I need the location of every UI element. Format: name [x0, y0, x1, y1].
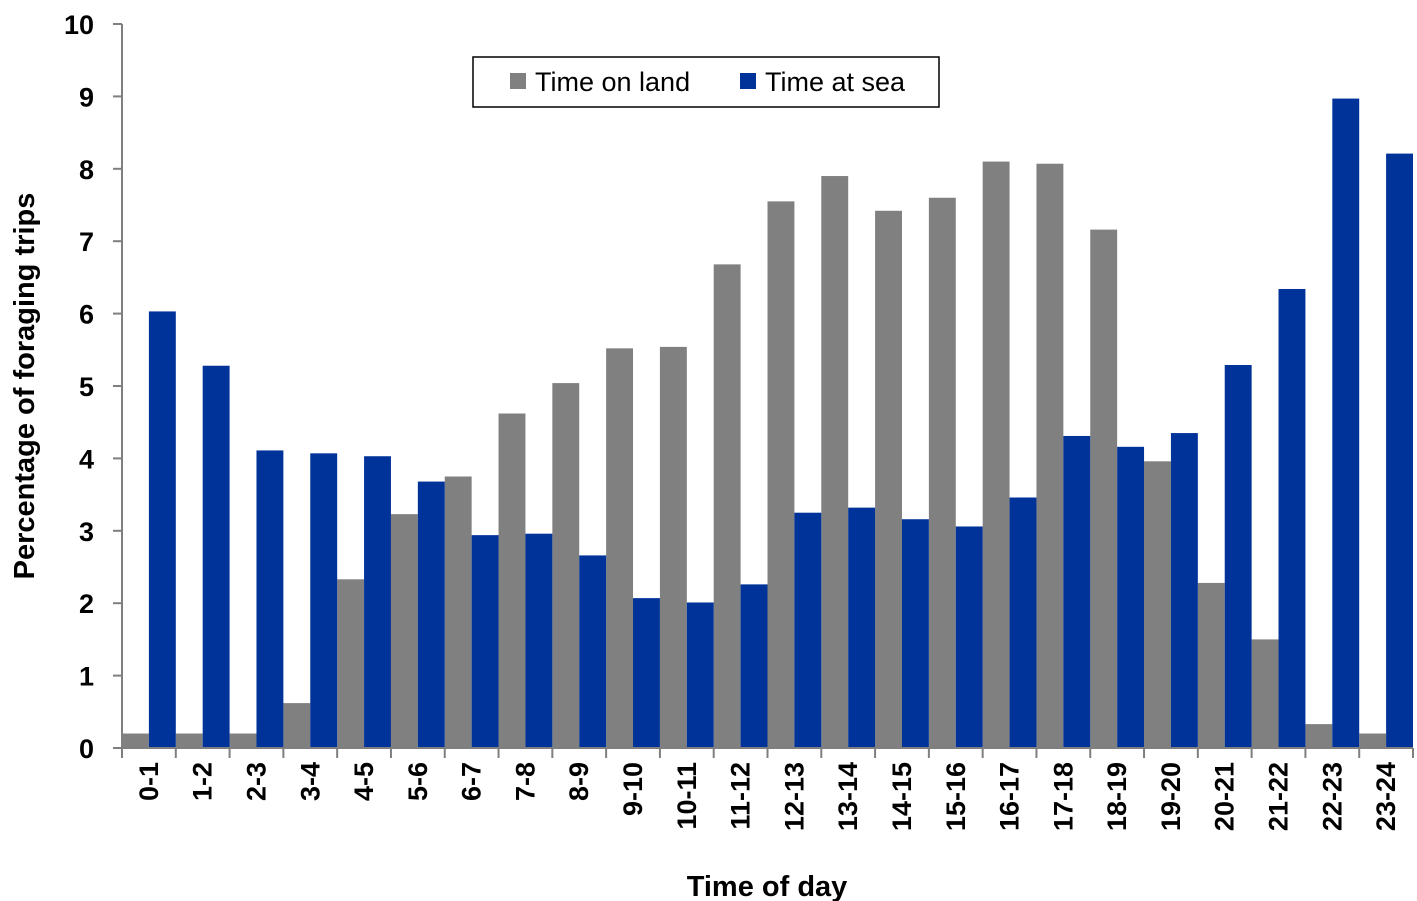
x-tick-label: 4-5 [349, 762, 379, 801]
x-tick-label: 23-24 [1371, 762, 1401, 831]
y-tick-label: 9 [79, 82, 94, 112]
legend-swatch-sea [740, 73, 756, 89]
bar-land-7-8 [498, 413, 526, 748]
bar-land-22-23 [1305, 724, 1333, 748]
bar-land-18-19 [1090, 229, 1118, 748]
bar-sea-16-17 [1009, 497, 1037, 748]
bar-land-12-13 [767, 201, 795, 748]
y-tick-label: 7 [79, 227, 94, 257]
bar-land-17-18 [1036, 163, 1064, 749]
bar-sea-14-15 [901, 519, 929, 748]
bar-land-1-2 [175, 733, 203, 748]
y-axis-title: Percentage of foraging trips [9, 193, 41, 580]
legend-box [472, 56, 940, 108]
bar-land-8-9 [552, 383, 580, 748]
x-tick-label: 6-7 [457, 762, 487, 801]
bar-sea-19-20 [1170, 433, 1198, 748]
bar-land-10-11 [659, 346, 687, 748]
bar-land-21-22 [1251, 639, 1279, 748]
x-tick-label: 7-8 [510, 762, 540, 801]
y-tick-label: 5 [79, 372, 94, 402]
y-tick-label: 8 [79, 155, 94, 185]
x-tick-label: 21-22 [1264, 762, 1294, 831]
bar-land-4-5 [337, 579, 365, 748]
bar-sea-13-14 [848, 507, 876, 748]
x-tick-label: 9-10 [618, 762, 648, 816]
bar-sea-23-24 [1386, 153, 1413, 749]
legend: Time on land Time at sea [472, 56, 940, 108]
bar-land-0-1 [122, 733, 149, 748]
y-tick-label: 6 [79, 300, 94, 330]
y-tick-label: 3 [79, 517, 94, 547]
x-tick-label: 8-9 [564, 762, 594, 801]
bar-land-20-21 [1197, 582, 1225, 748]
x-axis-title: Time of day [687, 871, 848, 901]
bar-sea-6-7 [471, 535, 499, 748]
x-tick-label: 1-2 [188, 762, 218, 801]
legend-label-sea: Time at sea [765, 67, 906, 97]
bar-sea-4-5 [364, 456, 391, 748]
bar-land-6-7 [444, 476, 472, 748]
bar-sea-9-10 [633, 598, 660, 748]
bar-sea-15-16 [955, 526, 983, 748]
x-tick-label: 16-17 [995, 762, 1025, 831]
bar-land-19-20 [1144, 461, 1171, 748]
bar-sea-1-2 [202, 365, 230, 748]
x-tick-label: 12-13 [779, 762, 809, 831]
bars-layer [122, 98, 1413, 749]
bar-land-14-15 [875, 210, 902, 749]
y-tick-label: 4 [79, 444, 94, 474]
bar-sea-17-18 [1063, 435, 1091, 748]
x-tick-label: 19-20 [1156, 762, 1186, 831]
legend-label-land: Time on land [535, 67, 690, 97]
y-tick-label: 2 [79, 589, 94, 619]
y-tick-label: 10 [64, 10, 94, 40]
bar-land-23-24 [1359, 733, 1387, 748]
x-tick-label: 22-23 [1317, 762, 1347, 831]
bar-sea-22-23 [1332, 98, 1360, 748]
y-tick-label: 1 [79, 662, 94, 692]
bar-sea-21-22 [1278, 288, 1306, 748]
bar-land-9-10 [606, 348, 634, 748]
x-tick-label: 0-1 [134, 762, 164, 801]
bar-sea-0-1 [148, 311, 176, 748]
bar-land-11-12 [713, 264, 741, 748]
x-tick-label: 17-18 [1048, 762, 1078, 831]
y-tick-label: 0 [79, 734, 94, 764]
bar-sea-12-13 [794, 512, 822, 748]
bar-land-2-3 [229, 733, 257, 748]
bar-sea-20-21 [1224, 365, 1252, 748]
bar-sea-7-8 [525, 533, 553, 748]
x-tick-label: 10-11 [672, 762, 702, 830]
bar-land-3-4 [283, 703, 311, 748]
bar-sea-5-6 [417, 481, 445, 748]
bar-land-5-6 [390, 514, 418, 748]
bar-land-16-17 [982, 161, 1010, 748]
x-tick-label: 2-3 [241, 762, 271, 801]
x-tick-label: 18-19 [1102, 762, 1132, 831]
x-tick-label: 15-16 [941, 762, 971, 831]
bar-sea-11-12 [740, 584, 768, 748]
ticks-layer: 0 1 2 3 4 5 6 7 8 9 10 0-1 1-2 2-3 3-4 4-5 5-6 6-7 7-8 8-9 9… [64, 10, 1414, 831]
bar-land-13-14 [821, 176, 849, 749]
legend-swatch-land [510, 73, 526, 89]
bar-sea-18-19 [1117, 446, 1145, 748]
x-tick-label: 11-12 [726, 762, 756, 830]
x-tick-label: 5-6 [403, 762, 433, 801]
x-tick-label: 14-15 [887, 762, 917, 831]
bar-sea-8-9 [579, 555, 607, 748]
bar-sea-2-3 [256, 450, 284, 748]
x-tick-label: 20-21 [1210, 762, 1240, 831]
bar-sea-10-11 [686, 602, 714, 748]
bar-sea-3-4 [310, 453, 338, 748]
bar-land-15-16 [928, 197, 956, 748]
x-tick-label: 3-4 [295, 762, 325, 801]
x-tick-label: 13-14 [833, 762, 863, 831]
